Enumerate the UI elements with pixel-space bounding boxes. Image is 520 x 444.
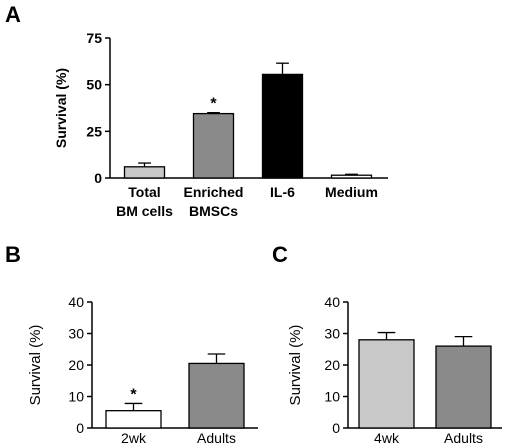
chart-a: 0 25 50 75 Survival (%) Total BM cells * Enriche… xyxy=(53,30,388,219)
bar xyxy=(192,112,235,179)
y-tick-label: 20 xyxy=(324,357,340,373)
x-tick-label: IL-6 xyxy=(270,184,295,200)
y-tick-label: 25 xyxy=(86,123,102,139)
chart-c: 0 10 20 30 40 Survival (%) 4wk Adults xyxy=(287,294,502,444)
bar xyxy=(105,410,162,429)
x-tick-label: BMSCs xyxy=(189,203,238,219)
bar xyxy=(188,362,245,429)
y-tick-label: 10 xyxy=(68,389,84,405)
y-tick-label: 30 xyxy=(68,326,84,342)
panel-label-b: B xyxy=(5,242,21,267)
x-tick-label: 2wk xyxy=(121,430,147,444)
y-tick-label: 75 xyxy=(86,30,102,46)
bar xyxy=(435,345,492,429)
significance-marker: * xyxy=(130,386,137,403)
y-tick-label: 0 xyxy=(94,170,102,186)
chart-b: 0 10 20 30 40 Survival (%) * 2wk Adults xyxy=(27,294,258,444)
x-tick-label: Enriched xyxy=(184,184,244,200)
significance-marker: * xyxy=(210,96,217,113)
y-tick-label: 50 xyxy=(86,77,102,93)
y-tick-label: 10 xyxy=(324,389,340,405)
x-tick-label: 4wk xyxy=(374,430,400,444)
panel-label-c: C xyxy=(272,242,288,267)
bar xyxy=(261,73,304,179)
y-tick-label: 40 xyxy=(324,294,340,310)
x-tick-label: Total xyxy=(128,184,160,200)
y-tick-label: 0 xyxy=(332,420,340,436)
bar xyxy=(358,339,415,429)
x-tick-label: BM cells xyxy=(116,203,173,219)
panel-label-a: A xyxy=(5,2,21,27)
y-axis-label: Survival (%) xyxy=(27,325,44,406)
x-tick-label: Adults xyxy=(197,430,236,444)
bar xyxy=(330,174,373,179)
x-tick-label: Adults xyxy=(444,430,483,444)
y-tick-label: 20 xyxy=(68,357,84,373)
x-tick-label: Medium xyxy=(325,184,378,200)
y-axis-label: Survival (%) xyxy=(53,68,69,148)
bar xyxy=(123,166,166,179)
y-tick-label: 40 xyxy=(68,294,84,310)
y-axis-label: Survival (%) xyxy=(287,325,304,406)
y-tick-label: 30 xyxy=(324,326,340,342)
y-tick-label: 0 xyxy=(76,420,84,436)
